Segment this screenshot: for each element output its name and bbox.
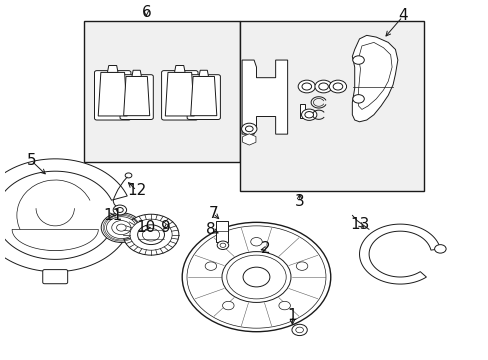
Text: 9: 9 [160, 220, 170, 235]
Text: 7: 7 [208, 206, 218, 221]
Circle shape [245, 126, 253, 132]
Circle shape [298, 80, 315, 93]
FancyBboxPatch shape [187, 75, 220, 120]
Circle shape [332, 83, 342, 90]
Circle shape [352, 56, 364, 64]
Polygon shape [351, 35, 397, 122]
Circle shape [314, 80, 331, 93]
Polygon shape [242, 60, 287, 134]
Bar [84, 21, 239, 162]
Circle shape [226, 255, 285, 299]
Polygon shape [174, 66, 184, 72]
Circle shape [142, 228, 160, 241]
Circle shape [304, 112, 313, 118]
Circle shape [278, 301, 290, 310]
Circle shape [112, 221, 131, 235]
Polygon shape [242, 134, 255, 145]
Circle shape [250, 238, 262, 246]
Circle shape [101, 213, 141, 242]
Circle shape [243, 267, 269, 287]
Circle shape [217, 241, 228, 249]
Polygon shape [358, 42, 391, 109]
Circle shape [116, 224, 126, 231]
Circle shape [123, 214, 179, 255]
FancyBboxPatch shape [42, 270, 67, 284]
Text: 5: 5 [26, 153, 36, 168]
Circle shape [113, 205, 126, 215]
Text: 3: 3 [294, 194, 304, 209]
Text: 2: 2 [261, 241, 270, 256]
Circle shape [241, 123, 256, 135]
Circle shape [186, 226, 325, 328]
Circle shape [106, 217, 136, 239]
FancyBboxPatch shape [161, 71, 198, 120]
Circle shape [222, 301, 234, 310]
FancyBboxPatch shape [120, 75, 153, 120]
Polygon shape [0, 159, 127, 272]
Circle shape [301, 109, 316, 120]
Text: 11: 11 [103, 208, 122, 223]
Circle shape [434, 245, 445, 253]
Circle shape [328, 80, 346, 93]
Circle shape [182, 222, 330, 332]
Circle shape [220, 243, 225, 247]
Circle shape [116, 207, 123, 212]
Polygon shape [107, 66, 118, 72]
Text: 13: 13 [349, 217, 368, 231]
Polygon shape [190, 76, 216, 116]
Polygon shape [359, 224, 440, 284]
Polygon shape [12, 229, 98, 251]
Text: 1: 1 [287, 308, 297, 323]
FancyBboxPatch shape [94, 71, 131, 120]
Polygon shape [165, 72, 194, 116]
Circle shape [130, 219, 172, 250]
Circle shape [302, 83, 311, 90]
Circle shape [296, 262, 307, 270]
Bar [299, 104, 305, 118]
Text: 10: 10 [136, 220, 156, 235]
Circle shape [291, 324, 306, 336]
Bar [239, 21, 424, 190]
Text: 6: 6 [141, 5, 151, 20]
Circle shape [222, 252, 290, 302]
Text: 12: 12 [127, 183, 146, 198]
Polygon shape [123, 76, 149, 116]
Polygon shape [132, 70, 141, 76]
Polygon shape [199, 70, 208, 76]
Circle shape [137, 225, 164, 244]
Bar [215, 221, 227, 242]
Polygon shape [98, 72, 127, 116]
Text: 8: 8 [206, 222, 215, 237]
Circle shape [295, 327, 303, 333]
Circle shape [318, 83, 328, 90]
Circle shape [205, 262, 216, 270]
Circle shape [352, 95, 364, 103]
Text: 4: 4 [397, 8, 407, 23]
